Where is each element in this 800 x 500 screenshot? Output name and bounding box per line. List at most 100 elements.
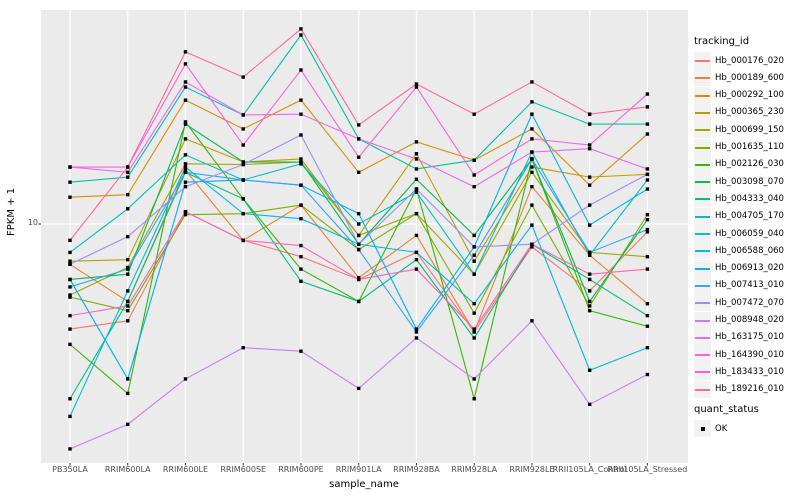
legend-key-swatch: [694, 259, 711, 277]
data-point-marker: [299, 112, 303, 116]
data-point-marker: [126, 422, 130, 427]
data-point-marker: [645, 346, 650, 350]
legend-item-label: Hb_008948_020: [715, 315, 784, 325]
legend-item: Hb_000699_150: [694, 121, 784, 139]
data-point-marker: [414, 190, 419, 194]
data-point-marker: [414, 82, 419, 86]
legend-item-label: Hb_000189_600: [715, 72, 784, 83]
x-tick-label: RRIM928BA: [393, 465, 440, 474]
data-point-marker: [183, 120, 188, 124]
legend-key-swatch: [694, 207, 711, 225]
data-point-marker: [299, 68, 303, 72]
data-point-marker: [645, 324, 650, 328]
series-color-line-icon: [695, 60, 710, 62]
data-point-marker: [414, 257, 419, 262]
x-tick-label: RRIM600LA: [104, 465, 151, 474]
data-point-marker: [645, 167, 650, 171]
data-point-marker: [357, 299, 361, 304]
legend-item-label: Hb_006588_060: [715, 245, 784, 256]
data-point-marker: [68, 195, 72, 199]
legend-key-swatch: [694, 138, 711, 156]
quant-ok-key-swatch: [694, 420, 711, 437]
data-point-marker: [299, 160, 303, 164]
x-tick-label: RRIM600SE: [220, 465, 267, 474]
legend-key-swatch: [694, 225, 711, 242]
series-color-line-icon: [695, 163, 710, 166]
data-point-marker: [472, 233, 476, 238]
legend-item-label: Hb_189216_010: [715, 384, 784, 395]
data-point-marker: [183, 180, 188, 184]
data-point-marker: [126, 165, 130, 169]
data-point-marker: [241, 178, 245, 182]
data-point-marker: [357, 211, 361, 216]
data-point-marker: [183, 184, 188, 189]
data-point-marker: [645, 212, 650, 217]
data-point-marker: [530, 150, 534, 154]
data-point-marker: [587, 277, 592, 282]
data-point-marker: [357, 275, 361, 280]
legend-item-label: Hb_000176_020: [715, 55, 784, 66]
data-point-marker: [587, 147, 592, 151]
data-point-marker: [530, 184, 534, 189]
series-color-line-icon: [695, 129, 710, 132]
data-point-marker: [530, 100, 534, 104]
data-point-marker: [68, 277, 72, 282]
data-point-marker: [241, 75, 245, 79]
legend-item-quant-ok: OK: [694, 420, 727, 437]
data-point-marker: [183, 168, 188, 172]
data-point-marker: [645, 187, 650, 191]
data-point-marker: [126, 234, 130, 239]
legend-key-swatch: [694, 380, 711, 398]
data-point-marker: [126, 192, 130, 197]
legend-key-swatch: [694, 294, 711, 312]
legend-item: Hb_002126_030: [694, 155, 784, 173]
data-point-marker: [241, 238, 245, 243]
data-point-marker: [241, 211, 245, 216]
legend-item-label: Hb_006059_040: [715, 228, 784, 239]
data-point-marker: [299, 183, 303, 187]
legend-item-label: Hb_000292_100: [715, 90, 784, 101]
data-point-marker: [530, 203, 534, 207]
x-tick-label: RRII105LA_Stressed: [607, 465, 688, 474]
data-point-marker: [126, 207, 130, 211]
data-point-marker: [645, 313, 650, 318]
legend-title-tracking-id: tracking_id: [694, 36, 750, 47]
series-color-line-icon: [695, 94, 710, 97]
legend-item-label: Hb_006913_020: [715, 263, 784, 274]
data-point-marker: [126, 170, 130, 174]
data-point-marker: [357, 123, 361, 127]
data-point-marker: [645, 230, 650, 234]
data-point-marker: [68, 397, 72, 401]
data-point-marker: [587, 272, 592, 276]
legend-item: Hb_000176_020: [694, 52, 784, 69]
data-point-marker: [68, 295, 72, 299]
data-point-marker: [414, 336, 419, 340]
data-point-marker: [299, 98, 303, 102]
data-point-marker: [126, 175, 130, 179]
legend-key-swatch: [694, 155, 711, 173]
legend-key-swatch: [694, 311, 711, 329]
legend-item: Hb_163175_010: [694, 328, 784, 346]
data-point-marker: [472, 112, 476, 116]
legend-item-label: Hb_007472_070: [715, 297, 784, 308]
legend-item-label: Hb_000699_150: [715, 124, 784, 135]
data-point-marker: [587, 402, 592, 407]
data-point-marker: [299, 33, 303, 37]
data-point-marker: [68, 447, 72, 451]
data-point-marker: [530, 223, 534, 227]
data-point-marker: [68, 262, 72, 266]
legend-item: Hb_164390_010: [694, 346, 784, 364]
data-point-marker: [241, 346, 245, 350]
data-point-marker: [472, 327, 476, 331]
legend-item: Hb_004333_040: [694, 190, 784, 208]
legend-item: Hb_000189_600: [694, 69, 784, 87]
series-color-line-icon: [695, 198, 710, 201]
legend-title-quant-status: quant_status: [694, 404, 759, 415]
legend-item-label: Hb_163175_010: [715, 332, 784, 343]
legend-key-swatch: [694, 173, 711, 191]
legend-item: Hb_007472_070: [694, 294, 784, 312]
data-point-marker: [472, 245, 476, 249]
legend-item: Hb_189216_010: [694, 380, 784, 398]
data-point-marker: [645, 301, 650, 306]
data-point-marker: [126, 377, 130, 381]
